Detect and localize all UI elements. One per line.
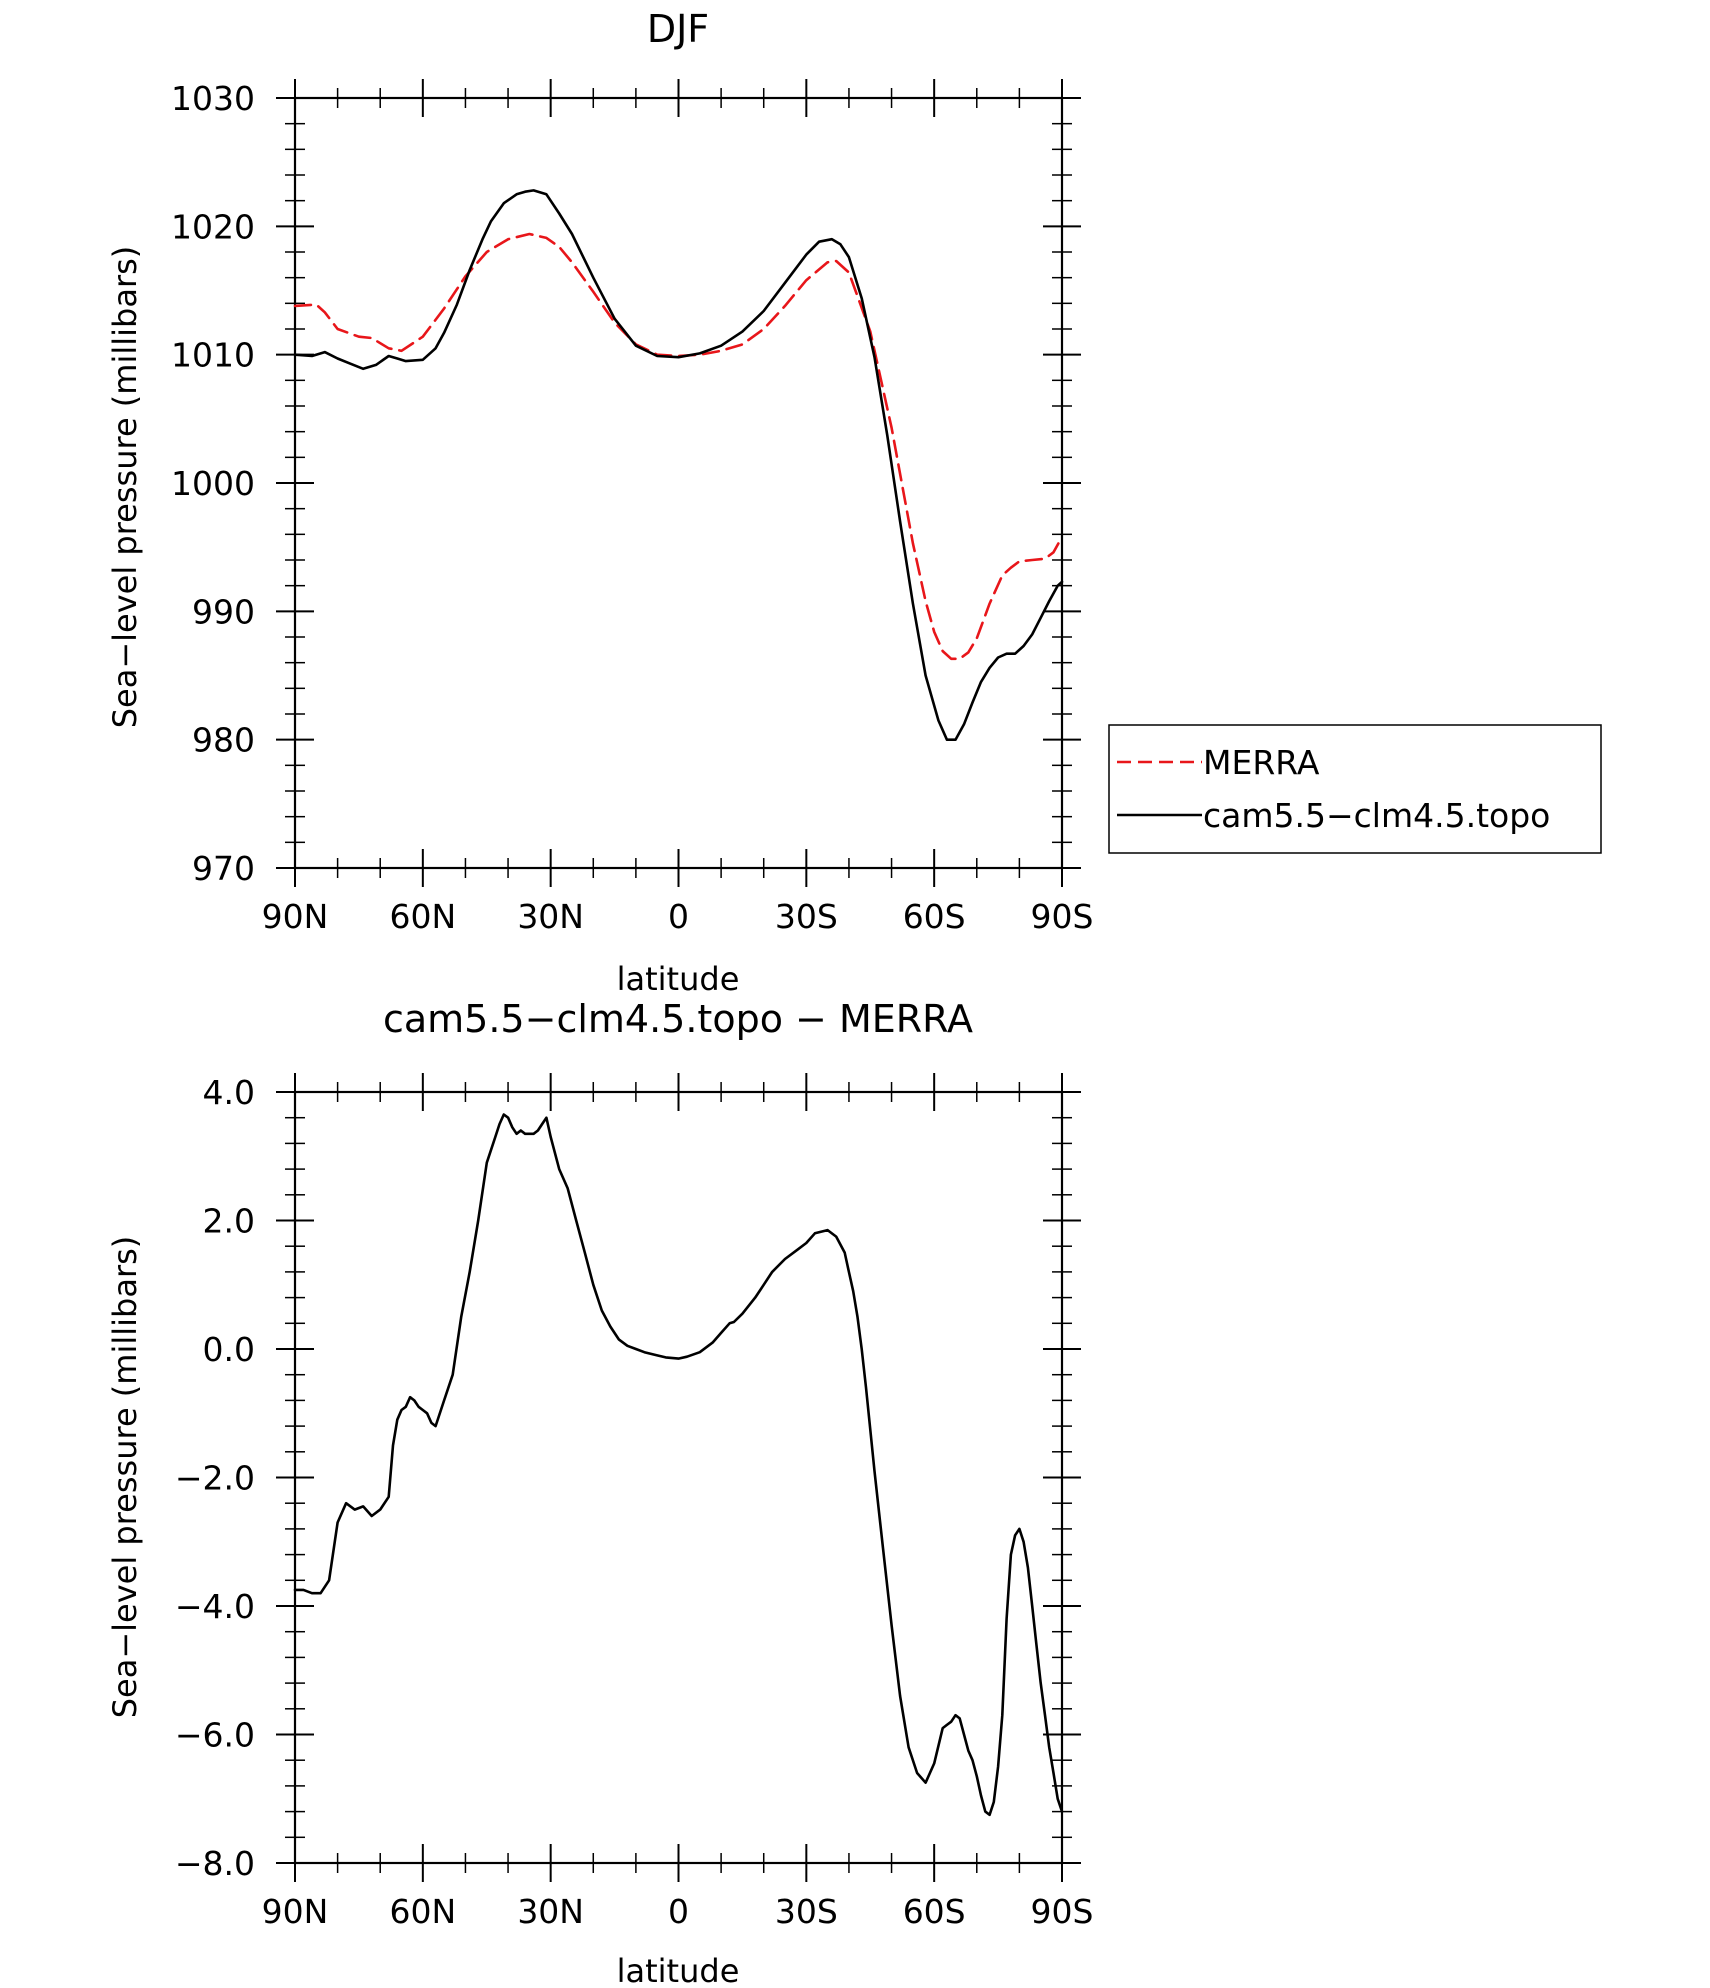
y-tick-label: −2.0 [175, 1459, 255, 1498]
plot-frame [293, 96, 1064, 870]
y-tick-label: 1030 [171, 79, 255, 118]
top-plot-area: 970 980 990 1000 1010 1020 1030 90N 60N 30N 0 30S 60… [171, 79, 1093, 936]
x-tick-label: 60N [389, 1892, 456, 1931]
y-tick-label: −8.0 [175, 1844, 255, 1883]
bottom-y-axis-title: Sea−level pressure (millibars) [106, 1236, 144, 1719]
top-panel-title: DJF [647, 7, 709, 51]
bottom-plot-area: −8.0 −6.0 −4.0 −2.0 0.0 2.0 4.0 90N 60N 30N 0 30S 60… [175, 1073, 1094, 1931]
x-tick-label: 90N [262, 1892, 329, 1931]
top-x-axis-title: latitude [617, 960, 740, 998]
bottom-panel: cam5.5−clm4.5.topo − MERRA −8.0−6.0−4.0−… [106, 997, 1093, 1988]
top-panel: DJF 970 980 990 1000 1010 1020 1030 90N 60N 30N 0 3… [106, 7, 1602, 998]
y-tick-label: 2.0 [203, 1202, 255, 1241]
legend-box [1108, 724, 1602, 854]
y-tick-label: −6.0 [175, 1716, 255, 1755]
legend-label-merra: MERRA [1203, 743, 1320, 782]
y-tick-label: 1020 [171, 207, 255, 246]
top-y-axis-title: Sea−level pressure (millibars) [106, 246, 144, 729]
series-line-merra [293, 232, 1064, 661]
x-tick-label: 0 [668, 1892, 689, 1931]
x-tick-label: 0 [668, 897, 689, 936]
x-tick-label: 30N [517, 897, 584, 936]
x-tick-label: 90S [1031, 1892, 1094, 1931]
x-tick-label: 90N [262, 897, 329, 936]
legend-label-model: cam5.5−clm4.5.topo [1203, 796, 1550, 835]
bottom-panel-title: cam5.5−clm4.5.topo − MERRA [383, 997, 973, 1041]
x-tick-label: 30N [517, 1892, 584, 1931]
y-tick-label: 0.0 [203, 1330, 255, 1369]
y-tick-label: 4.0 [203, 1073, 255, 1112]
bottom-x-axis-title: latitude [617, 1952, 740, 1988]
x-tick-label: 90S [1031, 897, 1094, 936]
y-tick-label: 970 [192, 849, 255, 888]
y-tick-label: 1010 [171, 336, 255, 375]
x-tick-label: 60S [903, 1892, 966, 1931]
x-tick-label: 30S [775, 897, 838, 936]
y-tick-label: 1000 [171, 464, 255, 503]
x-tick-label: 30S [775, 1892, 838, 1931]
y-tick-label: −4.0 [175, 1587, 255, 1626]
legend: MERRA cam5.5−clm4.5.topo [1108, 724, 1602, 854]
y-tick-label: 980 [192, 721, 255, 760]
x-tick-label: 60S [903, 897, 966, 936]
series-line-difference [293, 1113, 1064, 1817]
x-tick-label: 60N [389, 897, 456, 936]
y-tick-label: 990 [192, 592, 255, 631]
plot-frame [293, 1090, 1064, 1865]
series-line-cam5-5-clm4-5-topo [293, 189, 1064, 742]
